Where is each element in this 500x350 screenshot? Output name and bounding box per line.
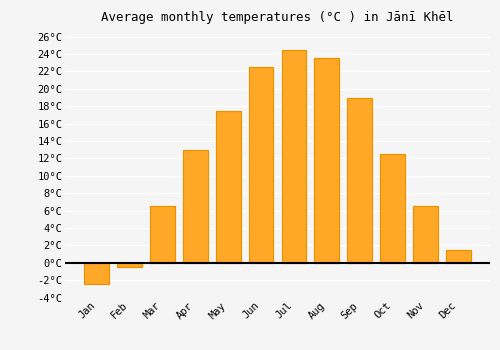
Bar: [314, 58, 339, 263]
Bar: [84, 263, 109, 285]
Bar: [348, 98, 372, 263]
Bar: [413, 206, 438, 263]
Bar: [216, 111, 240, 263]
Bar: [183, 150, 208, 263]
Bar: [248, 67, 274, 263]
Bar: [282, 50, 306, 263]
Bar: [282, 50, 306, 263]
Title: Average monthly temperatures (°C ) in Jānī Khēl: Average monthly temperatures (°C ) in Jā…: [101, 11, 454, 24]
Bar: [150, 206, 174, 263]
Bar: [348, 98, 372, 263]
Bar: [150, 206, 174, 263]
Bar: [117, 263, 142, 267]
Bar: [413, 206, 438, 263]
Bar: [216, 111, 240, 263]
Bar: [314, 58, 339, 263]
Bar: [248, 67, 274, 263]
Bar: [380, 154, 405, 263]
Bar: [84, 263, 109, 285]
Bar: [446, 250, 470, 263]
Bar: [183, 150, 208, 263]
Bar: [117, 263, 142, 267]
Bar: [380, 154, 405, 263]
Bar: [446, 250, 470, 263]
